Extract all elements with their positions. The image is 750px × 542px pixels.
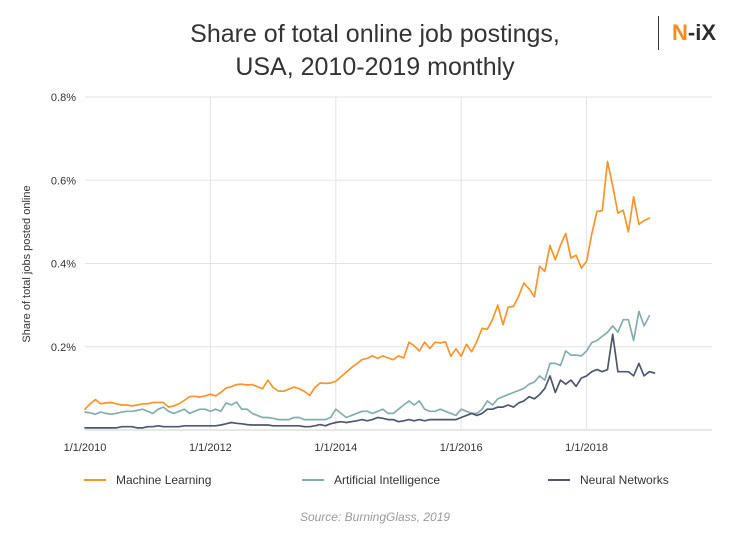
legend-item-neural-networks: Neural Networks: [548, 472, 669, 488]
x-tick-label: 1/1/2012: [189, 442, 232, 454]
x-tick-label: 1/1/2014: [314, 442, 357, 454]
logo-n: N: [672, 20, 688, 45]
y-tick-label: 0.6%: [51, 175, 76, 187]
legend-swatch-machine-learning: [84, 479, 106, 481]
legend-item-artificial-intelligence: Artificial Intelligence: [302, 472, 440, 488]
x-tick-label: 1/1/2018: [565, 442, 608, 454]
x-tick-label: 1/1/2016: [440, 442, 483, 454]
y-tick-label: 0.2%: [51, 342, 76, 354]
y-tick-label: 0.8%: [51, 92, 76, 104]
chart-title-line-1: Share of total online job postings,: [190, 20, 560, 48]
legend-label-artificial-intelligence: Artificial Intelligence: [334, 473, 441, 487]
legend-label-machine-learning: Machine Learning: [116, 473, 212, 487]
series-lines: [84, 160, 656, 429]
source-note: Source: BurningGlass, 2019: [299, 510, 451, 524]
line-chart: 0.2%0.4%0.6%0.8% 1/1/2010 1/1/2012 1/1/201…: [21, 92, 712, 454]
series-line-neural-networks: [84, 333, 656, 429]
logo-ix: -iX: [687, 20, 717, 45]
legend-label-neural-networks: Neural Networks: [580, 473, 669, 487]
gridlines: [85, 96, 712, 431]
nix-logo: N-iX: [658, 16, 716, 50]
series-line-machine-learning: [84, 160, 651, 411]
series-line-artificial-intelligence: [84, 310, 651, 421]
x-tick-label: 1/1/2010: [64, 442, 107, 454]
chart-title-line-2: USA, 2010-2019 monthly: [235, 53, 515, 81]
chart-title: Share of total online job postings, USA,…: [0, 18, 750, 84]
y-axis-label: Share of total jobs posted online: [21, 185, 33, 342]
legend-swatch-neural-networks: [548, 479, 570, 481]
y-axis-ticks: 0.2% 0.4% 0.6% 0.8%: [51, 92, 76, 354]
legend-item-machine-learning: Machine Learning: [84, 472, 211, 488]
y-tick-label: 0.4%: [51, 259, 76, 271]
legend-swatch-artificial-intelligence: [302, 479, 324, 481]
x-axis-ticks: 1/1/2010 1/1/2012 1/1/2014 1/1/2016 1/1/2018: [64, 442, 608, 454]
